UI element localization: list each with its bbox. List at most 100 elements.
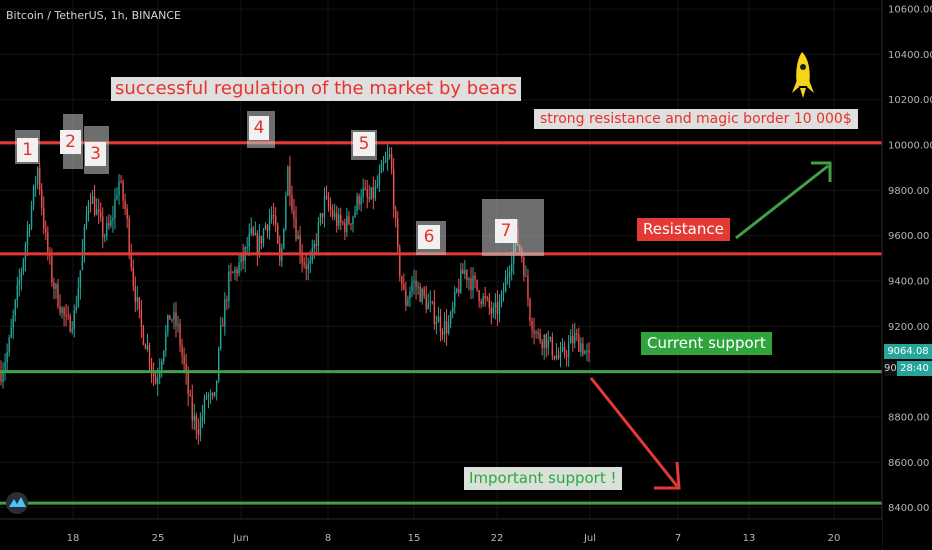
marker-3: 3 xyxy=(85,142,106,166)
candle-body xyxy=(110,220,112,226)
candle-body xyxy=(136,297,139,302)
candle-body xyxy=(236,269,238,274)
candle-body xyxy=(588,350,590,354)
candle-body xyxy=(551,337,554,357)
candle-body xyxy=(148,345,151,364)
marker-7: 7 xyxy=(495,219,517,243)
candle-body xyxy=(73,310,75,329)
candle-body xyxy=(584,350,586,355)
symbol-title[interactable]: Bitcoin / TetherUS, 1h, BINANCE xyxy=(6,9,182,22)
candle-body xyxy=(397,218,399,248)
candle-body xyxy=(531,320,533,330)
candle-body xyxy=(30,205,33,228)
candle-body xyxy=(415,280,417,288)
time-tick-label: 7 xyxy=(675,533,681,544)
candle-body xyxy=(297,235,299,240)
candle-body xyxy=(258,235,261,255)
candle-body xyxy=(55,284,57,289)
candle-body xyxy=(466,270,468,281)
candle-body xyxy=(226,299,228,302)
candle-body xyxy=(443,320,446,335)
candle-body xyxy=(26,230,29,246)
candle-body xyxy=(295,218,297,240)
candle-body xyxy=(547,339,549,349)
candle-body xyxy=(364,188,366,190)
candle-body xyxy=(578,334,580,352)
candle-body xyxy=(325,195,328,198)
candle-body xyxy=(451,306,454,313)
candle-body xyxy=(370,187,372,199)
candle-body xyxy=(102,216,104,238)
candle-body xyxy=(580,343,582,352)
candle-body xyxy=(447,323,450,334)
candle-body xyxy=(384,160,387,163)
tradingview-logo-icon[interactable] xyxy=(6,492,28,514)
candle-body xyxy=(154,376,157,384)
current-support-label: Current support xyxy=(641,332,772,355)
resistance-label: Resistance xyxy=(637,218,730,241)
candle-body xyxy=(183,355,185,365)
candle-body xyxy=(45,228,47,233)
candle-body xyxy=(305,264,307,270)
candle-body xyxy=(47,232,49,252)
candle-body xyxy=(132,267,134,286)
candle-body xyxy=(327,197,330,207)
candle-body xyxy=(431,301,434,303)
candle-body xyxy=(156,377,159,384)
candle-body xyxy=(555,355,558,359)
candle-body xyxy=(134,285,136,302)
candle-body xyxy=(360,196,362,205)
candle-body xyxy=(460,269,462,293)
candle-body xyxy=(293,210,295,219)
time-tick-label: 8 xyxy=(325,533,331,544)
candle-body xyxy=(309,260,311,264)
candle-body xyxy=(456,288,458,292)
candle-body xyxy=(354,211,356,217)
candle-body xyxy=(559,350,562,359)
candle-body xyxy=(57,284,59,307)
candle-body xyxy=(36,168,39,185)
candle-body xyxy=(75,306,77,311)
candle-body xyxy=(197,429,200,435)
candle-body xyxy=(454,291,456,307)
candle-body xyxy=(317,223,320,246)
candle-body xyxy=(399,247,401,277)
candle-body xyxy=(211,393,214,396)
candle-body xyxy=(246,247,248,249)
candle-body xyxy=(368,197,370,199)
candle-body xyxy=(388,154,391,157)
candle-body xyxy=(484,296,486,298)
candle-body xyxy=(301,254,303,263)
candle-body xyxy=(441,331,444,335)
time-axis: 18 25 Jun 8 15 22 Jul 7 13 20 xyxy=(0,518,882,550)
candle-body xyxy=(203,397,206,416)
candle-body xyxy=(338,214,340,226)
candle-body xyxy=(429,301,431,303)
candle-body xyxy=(523,257,525,277)
candle-body xyxy=(549,337,552,340)
candle-body xyxy=(356,196,358,212)
candle-body xyxy=(565,355,568,357)
candle-body xyxy=(374,186,377,199)
candle-body xyxy=(163,350,165,362)
candle-body xyxy=(376,184,379,187)
candle-body xyxy=(34,184,37,186)
candle-body xyxy=(539,333,541,342)
candle-body xyxy=(486,297,488,299)
candle-body xyxy=(492,307,495,314)
candle-body xyxy=(252,227,254,235)
rocket-icon xyxy=(792,52,814,98)
candle-body xyxy=(189,394,191,396)
candle-body xyxy=(506,276,509,278)
candle-body xyxy=(342,222,344,224)
candle-body xyxy=(380,163,383,173)
candle-body xyxy=(543,334,545,348)
candle-body xyxy=(419,286,421,302)
candle-body xyxy=(171,319,173,321)
candle-body xyxy=(61,307,63,313)
candle-body xyxy=(161,361,163,370)
candle-body xyxy=(490,307,493,314)
up-arrow-shaft xyxy=(735,164,829,240)
